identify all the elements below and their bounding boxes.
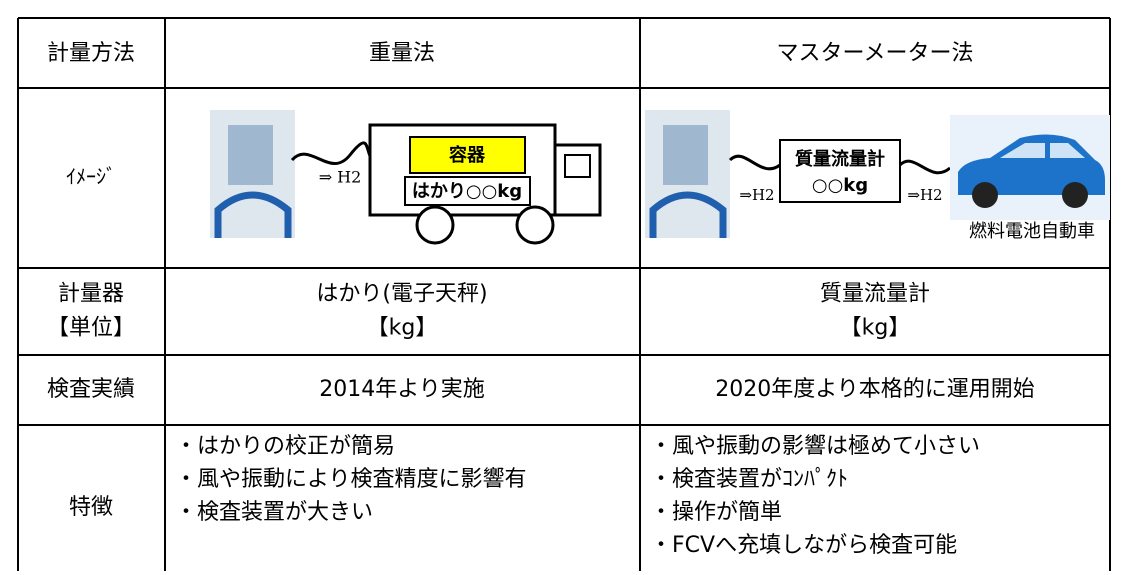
- right-illustration: [645, 110, 1110, 238]
- cell-text: 【kg】: [840, 316, 911, 341]
- cell-text: 質量流量計: [820, 282, 930, 307]
- left-illustration: [210, 110, 602, 245]
- feature-item: ・FCVへ充填しながら検査可能: [650, 533, 957, 558]
- hose: [728, 154, 781, 171]
- scale-label: はかり○○kg: [412, 181, 522, 202]
- cell-text: 2014年より実施: [319, 377, 485, 402]
- hose: [898, 159, 951, 175]
- pump-panel: [228, 125, 273, 185]
- meter-value: ○○kg: [812, 175, 868, 196]
- row-label: 特徴: [69, 495, 113, 520]
- wheel: [415, 205, 455, 245]
- scale-box: [404, 176, 531, 206]
- container-label: 容器: [449, 144, 486, 166]
- feature-item: ・はかりの校正が簡易: [175, 434, 395, 459]
- wheel: [972, 182, 998, 208]
- row-label: 【単位】: [47, 316, 135, 341]
- pump-panel: [663, 125, 708, 185]
- feature-item: ・操作が簡単: [650, 500, 782, 525]
- hose: [290, 141, 374, 165]
- flow-label: ⇒ H2: [319, 168, 362, 187]
- cell-text: はかり(電子天秤): [316, 282, 487, 307]
- row-label: ｲﾒｰｼﾞ: [66, 165, 116, 189]
- row-label: 計量器: [58, 282, 124, 307]
- meter-box: [779, 139, 901, 203]
- header-cell: 計量方法: [47, 41, 135, 66]
- row-label: 検査実績: [47, 377, 135, 402]
- cell-text: 【kg】: [367, 316, 438, 341]
- wheel: [1062, 182, 1088, 208]
- truck-window: [564, 154, 591, 178]
- pump-arch: [214, 191, 292, 238]
- cell-text: 2020年度より本格的に運用開始: [715, 377, 1035, 402]
- feature-item: ・風や振動により検査精度に影響有: [175, 467, 527, 492]
- flow-label: ⇒H2: [739, 186, 774, 204]
- car-label: 燃料電池自動車: [969, 221, 1095, 242]
- pump-arch: [649, 191, 727, 238]
- feature-item: ・検査装置が大きい: [175, 500, 373, 525]
- truck-cab: [553, 143, 602, 217]
- meter-label: 質量流量計: [795, 148, 885, 170]
- flow-label: ⇒H2: [907, 186, 942, 204]
- grid: [17, 17, 1111, 571]
- feature-item: ・検査装置がｺﾝﾊﾟｸﾄ: [650, 467, 848, 492]
- feature-item: ・風や振動の影響は極めて小さい: [650, 434, 980, 459]
- header-cell: マスターメーター法: [776, 41, 973, 66]
- container-box: [409, 136, 526, 174]
- wheel: [515, 205, 555, 245]
- header-cell: 重量法: [369, 41, 435, 66]
- car-window: [1000, 143, 1085, 158]
